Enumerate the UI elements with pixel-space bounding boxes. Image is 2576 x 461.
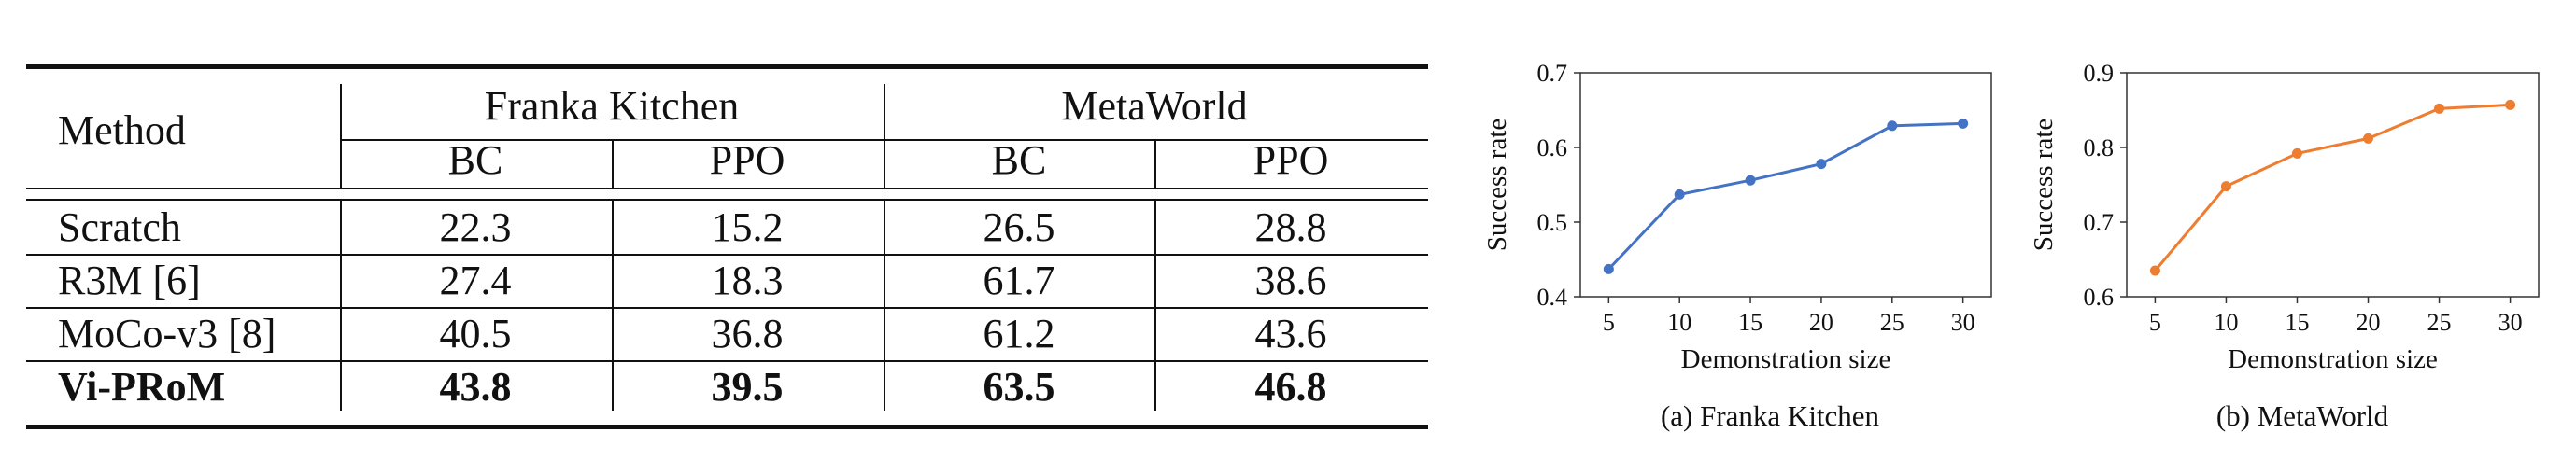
row-value: 27.4 — [439, 258, 512, 303]
col-divider — [1154, 200, 1156, 411]
data-point — [1958, 118, 1969, 129]
row-value: 28.8 — [1254, 204, 1327, 250]
x-tick-label: 20 — [2357, 309, 2381, 336]
table-top-rule — [26, 64, 1428, 69]
chart-metaworld: 0.6 0.7 0.8 0.9 5 10 15 20 25 30 Demonstration siz… — [2022, 0, 2576, 461]
row-value: 36.8 — [711, 311, 784, 356]
subheader-bc: BC — [447, 137, 503, 183]
x-tick-label: 5 — [1603, 309, 1615, 336]
row-value: 40.5 — [439, 311, 512, 356]
col-divider — [884, 200, 885, 411]
row-rule — [26, 307, 1428, 309]
franka-kitchen-plot: 0.4 0.5 0.6 0.7 5 10 15 20 25 30 Demonstration siz… — [1485, 60, 1992, 374]
row-rule — [26, 360, 1428, 362]
x-tick-label: 10 — [1667, 309, 1691, 336]
x-tick-label: 15 — [2285, 309, 2309, 336]
col-divider — [884, 84, 885, 189]
x-axis-label: Demonstration size — [1681, 344, 1891, 374]
plot-frame — [1579, 72, 1992, 298]
chart-caption: (a) Franka Kitchen — [1660, 399, 1880, 432]
subheader-ppo: PPO — [709, 137, 786, 183]
row-method: MoCo-v3 [8] — [58, 311, 276, 356]
table-bottom-rule — [26, 425, 1428, 429]
col-divider — [612, 140, 614, 189]
row-value: 61.2 — [983, 311, 1055, 356]
col-divider — [340, 200, 342, 411]
data-point — [2291, 147, 2302, 159]
row-value: 15.2 — [711, 204, 784, 250]
data-point — [2220, 181, 2231, 192]
y-tick-label: 0.5 — [1537, 209, 1568, 236]
data-point — [1816, 159, 1827, 170]
x-tick-label: 20 — [1809, 309, 1833, 336]
col-divider — [340, 84, 342, 189]
header-bottom-rule — [26, 188, 1428, 189]
row-method: Vi-PRoM — [58, 364, 226, 410]
method-header: Method — [58, 107, 186, 153]
data-point — [2434, 103, 2445, 114]
data-point — [1745, 175, 1756, 186]
x-tick-label: 15 — [1738, 309, 1762, 336]
x-tick-label: 5 — [2149, 309, 2161, 336]
y-tick-label: 0.8 — [2084, 134, 2115, 161]
plot-frame — [2126, 72, 2540, 298]
series-line — [1607, 121, 1963, 271]
y-tick-label: 0.4 — [1537, 284, 1568, 311]
series-line — [2154, 103, 2511, 272]
row-value: 39.5 — [711, 364, 784, 410]
row-value: 46.8 — [1254, 364, 1327, 410]
data-point — [1887, 120, 1898, 132]
subheader-ppo: PPO — [1253, 137, 1329, 183]
y-tick-label: 0.6 — [1537, 134, 1568, 161]
x-tick-label: 30 — [2498, 309, 2523, 336]
results-table: Method Franka Kitchen MetaWorld BC PPO B… — [26, 64, 1428, 429]
row-value: 38.6 — [1254, 258, 1327, 303]
data-point — [2505, 99, 2516, 110]
row-value: 43.8 — [439, 364, 512, 410]
group-header-franka: Franka Kitchen — [484, 83, 740, 129]
x-tick-label: 10 — [2214, 309, 2238, 336]
data-point — [2363, 133, 2374, 144]
row-method: Scratch — [58, 204, 181, 250]
y-tick-label: 0.6 — [2084, 284, 2115, 311]
group-header-metaworld: MetaWorld — [1061, 83, 1248, 129]
data-point — [1674, 189, 1685, 200]
col-divider — [1154, 140, 1156, 189]
subheader-bc: BC — [991, 137, 1047, 183]
y-tick-label: 0.7 — [2084, 209, 2115, 236]
y-tick-label: 0.9 — [2084, 60, 2115, 87]
row-value: 63.5 — [983, 364, 1055, 410]
row-value: 22.3 — [439, 204, 512, 250]
row-method: R3M [6] — [58, 258, 201, 303]
header-double-rule — [26, 199, 1428, 201]
chart-caption: (b) MetaWorld — [2215, 399, 2389, 432]
x-tick-label: 30 — [1951, 309, 1975, 336]
y-tick-label: 0.7 — [1537, 60, 1568, 87]
row-value: 18.3 — [711, 258, 784, 303]
x-axis-label: Demonstration size — [2228, 344, 2438, 374]
col-divider — [612, 200, 614, 411]
y-axis-label: Success rate — [2029, 119, 2059, 252]
y-axis-label: Success rate — [1485, 119, 1512, 252]
data-point — [2149, 265, 2160, 276]
row-value: 26.5 — [983, 204, 1055, 250]
chart-franka-kitchen: 0.4 0.5 0.6 0.7 5 10 15 20 25 30 Demonstration siz… — [1485, 0, 2027, 461]
row-value: 43.6 — [1254, 311, 1327, 356]
row-rule — [26, 254, 1428, 256]
x-tick-label: 25 — [1880, 309, 1904, 336]
metaworld-plot: 0.6 0.7 0.8 0.9 5 10 15 20 25 30 Demonstration siz… — [2029, 60, 2540, 374]
x-tick-label: 25 — [2427, 309, 2452, 336]
row-value: 61.7 — [983, 258, 1055, 303]
data-point — [1603, 263, 1614, 274]
